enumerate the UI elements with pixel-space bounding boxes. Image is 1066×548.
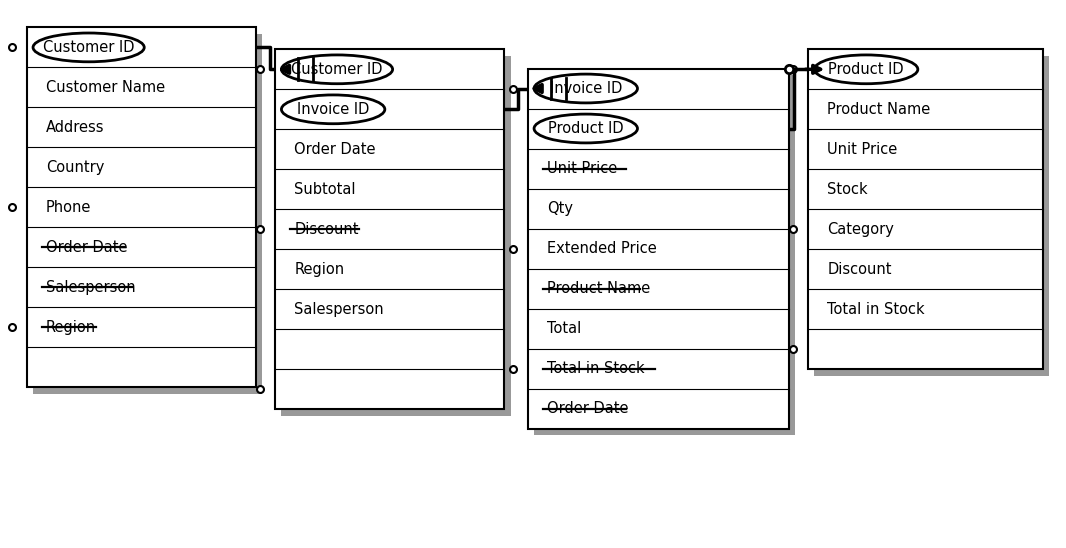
Text: Phone: Phone [46, 200, 92, 215]
Text: Discount: Discount [294, 222, 359, 237]
Text: Total in Stock: Total in Stock [547, 361, 645, 376]
Bar [281, 56, 511, 416]
Text: Order Date: Order Date [547, 401, 628, 416]
Text: Country: Country [46, 160, 104, 175]
Text: Customer ID: Customer ID [291, 62, 383, 77]
Text: Region: Region [46, 320, 96, 335]
Text: Customer ID: Customer ID [43, 40, 134, 55]
Text: Stock: Stock [827, 182, 868, 197]
Ellipse shape [534, 74, 637, 103]
Text: Total: Total [547, 321, 581, 336]
Text: Customer Name: Customer Name [46, 80, 165, 95]
Text: Total in Stock: Total in Stock [827, 302, 925, 317]
Text: Invoice ID: Invoice ID [550, 81, 621, 96]
Ellipse shape [534, 114, 637, 143]
Text: Product Name: Product Name [547, 281, 650, 296]
Text: Order Date: Order Date [294, 142, 375, 157]
Bar [27, 27, 256, 387]
Bar [528, 68, 789, 429]
Text: Salesperson: Salesperson [294, 302, 384, 317]
Bar [808, 49, 1043, 369]
Ellipse shape [281, 55, 392, 84]
Ellipse shape [33, 33, 144, 62]
Bar [814, 56, 1049, 376]
Text: Order Date: Order Date [46, 240, 127, 255]
Ellipse shape [281, 95, 385, 124]
Text: Discount: Discount [827, 262, 892, 277]
Text: Qty: Qty [547, 201, 572, 216]
Ellipse shape [814, 55, 918, 84]
Text: Subtotal: Subtotal [294, 182, 356, 197]
Text: Extended Price: Extended Price [547, 241, 657, 256]
Bar [534, 75, 795, 435]
Text: Product ID: Product ID [828, 62, 904, 77]
Bar [33, 34, 262, 394]
Text: Invoice ID: Invoice ID [297, 102, 369, 117]
Text: Address: Address [46, 120, 104, 135]
Text: Product Name: Product Name [827, 102, 931, 117]
Text: Salesperson: Salesperson [46, 280, 135, 295]
Bar [275, 49, 504, 409]
Text: Product ID: Product ID [548, 121, 624, 136]
Text: Region: Region [294, 262, 344, 277]
Text: Category: Category [827, 222, 894, 237]
Text: Unit Price: Unit Price [547, 161, 617, 176]
Text: Unit Price: Unit Price [827, 142, 898, 157]
